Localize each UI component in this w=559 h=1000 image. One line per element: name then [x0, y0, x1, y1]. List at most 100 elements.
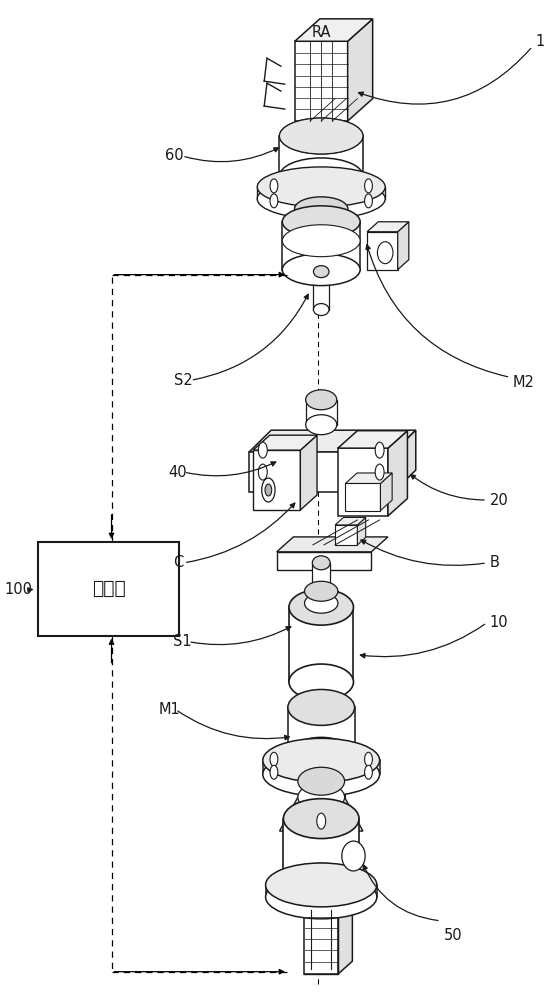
Polygon shape — [280, 797, 363, 831]
Ellipse shape — [280, 118, 363, 154]
Ellipse shape — [280, 118, 363, 154]
Polygon shape — [257, 187, 385, 199]
Polygon shape — [312, 563, 330, 593]
Circle shape — [375, 464, 384, 480]
Polygon shape — [277, 537, 388, 552]
Text: 60: 60 — [165, 148, 184, 163]
Circle shape — [375, 442, 384, 458]
Ellipse shape — [282, 254, 360, 286]
Polygon shape — [288, 707, 354, 755]
Polygon shape — [253, 435, 317, 450]
Polygon shape — [37, 542, 179, 636]
Ellipse shape — [298, 767, 344, 795]
Polygon shape — [357, 517, 366, 545]
Polygon shape — [306, 400, 337, 425]
Ellipse shape — [298, 783, 344, 811]
Text: S1: S1 — [173, 634, 191, 649]
Ellipse shape — [257, 179, 385, 219]
Text: 控制器: 控制器 — [92, 579, 125, 598]
Polygon shape — [335, 525, 357, 545]
Circle shape — [270, 765, 278, 779]
Ellipse shape — [305, 593, 338, 613]
Polygon shape — [381, 473, 392, 511]
Polygon shape — [300, 435, 317, 510]
Polygon shape — [367, 232, 397, 270]
Polygon shape — [295, 209, 348, 221]
Text: C: C — [173, 555, 183, 570]
Ellipse shape — [283, 863, 359, 903]
Ellipse shape — [283, 799, 359, 839]
Polygon shape — [397, 222, 409, 270]
Polygon shape — [304, 905, 338, 974]
Polygon shape — [280, 136, 363, 176]
Polygon shape — [298, 781, 344, 797]
Ellipse shape — [306, 415, 337, 435]
Text: RA: RA — [311, 25, 331, 40]
Polygon shape — [335, 517, 366, 525]
Polygon shape — [282, 222, 360, 270]
Ellipse shape — [288, 737, 354, 773]
Text: M1: M1 — [159, 702, 181, 717]
Ellipse shape — [266, 875, 377, 919]
Circle shape — [364, 752, 372, 766]
Ellipse shape — [314, 266, 329, 278]
Ellipse shape — [289, 664, 353, 700]
Ellipse shape — [289, 589, 353, 625]
Polygon shape — [289, 607, 353, 682]
Polygon shape — [295, 41, 348, 121]
Text: S2: S2 — [174, 373, 192, 388]
Text: M2: M2 — [513, 375, 535, 390]
Polygon shape — [338, 448, 388, 516]
Text: 10: 10 — [490, 615, 508, 630]
Polygon shape — [253, 450, 300, 510]
Circle shape — [265, 484, 272, 496]
Circle shape — [270, 752, 278, 766]
Ellipse shape — [282, 206, 360, 238]
Polygon shape — [338, 431, 408, 448]
Ellipse shape — [312, 556, 330, 570]
Polygon shape — [295, 19, 373, 41]
Ellipse shape — [306, 390, 337, 410]
Polygon shape — [345, 473, 392, 483]
Text: 40: 40 — [168, 465, 187, 480]
Polygon shape — [266, 885, 377, 897]
Circle shape — [258, 442, 267, 458]
Ellipse shape — [263, 752, 380, 796]
Polygon shape — [249, 430, 416, 452]
Polygon shape — [277, 552, 371, 570]
Polygon shape — [388, 431, 408, 516]
Polygon shape — [367, 222, 409, 232]
Text: 50: 50 — [444, 928, 462, 943]
Polygon shape — [394, 430, 416, 492]
Ellipse shape — [280, 158, 363, 194]
Text: B: B — [490, 555, 500, 570]
Polygon shape — [304, 892, 352, 905]
Ellipse shape — [295, 209, 348, 233]
Circle shape — [270, 179, 278, 193]
Polygon shape — [338, 892, 352, 974]
Ellipse shape — [314, 304, 329, 316]
Ellipse shape — [312, 586, 330, 600]
Ellipse shape — [282, 225, 360, 257]
Circle shape — [364, 765, 372, 779]
Circle shape — [258, 464, 267, 480]
Ellipse shape — [342, 841, 365, 871]
Polygon shape — [314, 272, 329, 310]
Polygon shape — [305, 591, 338, 603]
Ellipse shape — [295, 197, 348, 221]
Polygon shape — [263, 760, 380, 774]
Ellipse shape — [377, 242, 393, 264]
Polygon shape — [348, 19, 373, 121]
Polygon shape — [249, 452, 394, 492]
Ellipse shape — [263, 738, 380, 782]
Ellipse shape — [305, 581, 338, 601]
Circle shape — [262, 478, 275, 502]
Ellipse shape — [288, 689, 354, 725]
Circle shape — [364, 179, 372, 193]
Circle shape — [270, 194, 278, 208]
Text: 20: 20 — [490, 493, 509, 508]
Circle shape — [364, 194, 372, 208]
Ellipse shape — [257, 167, 385, 207]
Text: 100: 100 — [4, 582, 32, 597]
Circle shape — [317, 813, 326, 829]
